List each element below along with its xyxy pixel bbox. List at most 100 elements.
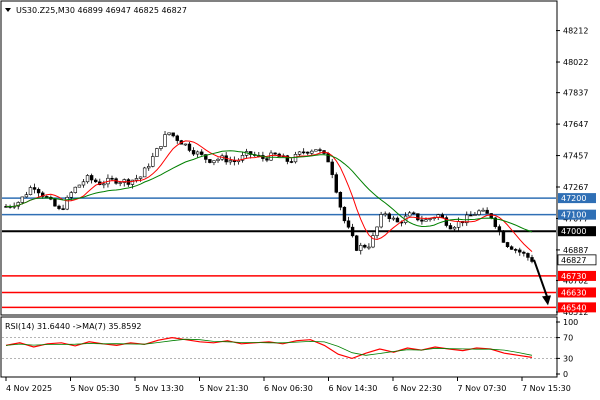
forecast-arrow-shaft	[533, 259, 549, 300]
candle-body	[53, 198, 57, 207]
time-tick-label: 5 Nov 21:30	[200, 384, 249, 393]
candle-body	[489, 213, 493, 219]
candle-body	[424, 219, 428, 222]
candle-body	[477, 210, 481, 215]
price-tick-label: 46702	[563, 277, 588, 286]
level-tag-label: 47000	[561, 227, 586, 236]
candle-body	[530, 257, 534, 262]
candle-body	[354, 235, 359, 251]
rsi-tick-label: 0	[563, 370, 568, 379]
candle-body	[89, 175, 94, 181]
candle-body	[383, 213, 387, 216]
level-tag	[558, 193, 596, 204]
candle-body	[122, 179, 126, 183]
ma-mid-line	[5, 150, 533, 233]
ma-fast-line	[5, 140, 533, 252]
candle-body	[473, 214, 477, 216]
candle-body	[330, 161, 334, 175]
level-tag	[558, 209, 596, 220]
candle-body	[497, 226, 502, 232]
price-tick-label: 48022	[563, 58, 588, 67]
candle-body	[212, 160, 216, 163]
level-tag-label: 46630	[561, 288, 586, 297]
time-axis: 4 Nov 2025 5 Nov 05:30 5 Nov 13:30 5 Nov 21…	[5, 377, 571, 393]
candle-body	[297, 151, 302, 155]
price-tick-label: 47647	[563, 120, 588, 129]
price-tick-label: 46887	[563, 246, 588, 255]
candle-body	[81, 181, 86, 186]
candle-body	[273, 152, 277, 155]
forecast-arrow	[533, 259, 551, 306]
candle-body	[28, 187, 33, 195]
candle-body	[269, 152, 273, 161]
rsi-tick-label: 100	[563, 318, 578, 327]
time-tick-label: 7 Nov 15:30	[522, 384, 571, 393]
candle-body	[493, 217, 498, 227]
candle-body	[501, 231, 506, 243]
candle-body	[200, 151, 204, 155]
candle-body	[371, 235, 375, 248]
time-tick-label: 5 Nov 13:30	[135, 384, 184, 393]
candle-body	[85, 175, 90, 183]
candle-body	[159, 146, 163, 149]
time-tick-label: 7 Nov 07:30	[458, 384, 507, 393]
time-tick-label: 6 Nov 22:30	[393, 384, 442, 393]
candle-body	[110, 177, 114, 180]
candle-body	[395, 217, 400, 223]
candle-body	[346, 220, 351, 228]
candle-body	[416, 213, 420, 221]
candle-body	[69, 192, 73, 198]
level-tag-label: 46730	[561, 272, 586, 281]
candle-body	[195, 151, 200, 155]
candle-body	[118, 182, 122, 184]
time-tick-label: 5 Nov 05:30	[71, 384, 120, 393]
candle-body	[216, 158, 220, 161]
rsi-pane-frame	[0, 316, 558, 378]
candle-body	[40, 192, 45, 197]
price-tick-label: 47267	[563, 183, 588, 192]
candle-body	[183, 143, 188, 146]
candle-body	[151, 156, 155, 167]
candle-body	[420, 219, 424, 222]
candle-body	[204, 154, 208, 160]
candle-body	[448, 225, 453, 230]
candle-body	[147, 166, 151, 169]
candle-body	[175, 135, 179, 141]
level-tags: 47200 47100 47000 46730 46630 46540 46827	[557, 193, 597, 313]
candle-body	[285, 155, 290, 162]
candle-body	[428, 218, 432, 220]
candle-body	[20, 196, 25, 203]
candle-body	[338, 191, 343, 208]
candle-body	[57, 205, 61, 209]
level-tag-label: 47100	[561, 211, 586, 220]
candle-body	[469, 214, 473, 217]
candle-body	[102, 183, 106, 186]
candle-body	[208, 159, 212, 163]
candle-body	[363, 244, 367, 248]
level-tag	[558, 270, 596, 281]
current-price-label: 46827	[561, 256, 586, 265]
candle-body	[36, 189, 41, 194]
candle-body	[456, 221, 461, 228]
candle-body	[407, 212, 412, 217]
candle-body	[306, 151, 310, 154]
candle-body	[509, 246, 514, 250]
candle-body	[73, 186, 78, 193]
candle-body	[387, 213, 391, 219]
chevron-down-icon[interactable]	[5, 8, 11, 12]
price-tick-label: 47837	[563, 89, 588, 98]
rsi-line	[5, 336, 533, 360]
level-tag	[558, 287, 596, 298]
candle-body	[379, 214, 383, 228]
candle-body	[518, 249, 522, 253]
time-tick-label: 4 Nov 2025	[6, 384, 52, 393]
candle-body	[342, 206, 347, 222]
candle-body	[167, 132, 171, 135]
time-tick-label: 6 Nov 06:30	[264, 384, 313, 393]
candle-body	[513, 249, 518, 251]
rsi-header: RSI(14) 31.6440 ->MA(7) 35.8592	[5, 322, 142, 331]
candle-body	[134, 178, 139, 181]
candle-body	[265, 158, 269, 161]
rsi-indicator: 100 70 30 0	[2, 318, 578, 379]
